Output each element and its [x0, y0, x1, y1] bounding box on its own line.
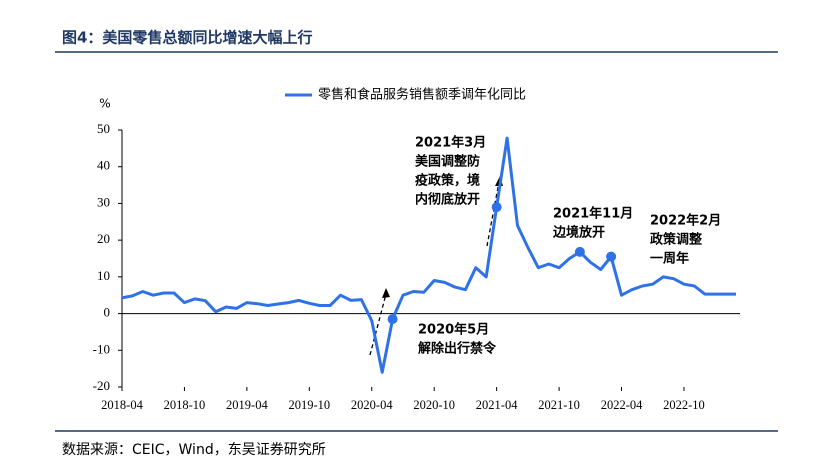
annotation-text: 疫政策，境	[415, 173, 480, 189]
y-tick-label: 20	[97, 231, 110, 246]
annotation-text: 内彻底放开	[415, 192, 480, 208]
y-tick-label: -20	[93, 378, 110, 393]
x-tick-label: 2018-10	[164, 398, 206, 412]
annotation-point	[606, 251, 617, 262]
x-tick-label: 2020-10	[413, 398, 455, 412]
arrow	[369, 293, 387, 356]
annotation-text: 政策调整	[650, 232, 703, 248]
x-tick-label: 2019-10	[288, 398, 330, 412]
y-tick-label: 40	[97, 158, 110, 173]
x-tick-label: 2022-10	[663, 398, 705, 412]
arrow-head	[382, 288, 390, 298]
x-tick-label: 2021-10	[538, 398, 580, 412]
annotation-point	[491, 202, 502, 213]
source: 数据来源：CEIC，Wind，东吴证券研究所	[62, 442, 326, 458]
y-tick-label: 0	[104, 305, 111, 320]
annotation-text: 2021年11月	[553, 206, 633, 222]
annotation-text: 2021年3月	[415, 135, 486, 151]
y-tick-label: 50	[97, 121, 110, 136]
annotation-text: 美国调整防	[415, 154, 480, 170]
y-tick-label: 10	[97, 268, 110, 283]
y-tick-label: -10	[93, 341, 110, 356]
annotation-text: 一周年	[650, 251, 689, 267]
x-tick-label: 2021-04	[476, 398, 518, 412]
annotation-text: 2020年5月	[418, 322, 489, 338]
x-tick-label: 2018-04	[101, 398, 143, 412]
series-line	[121, 136, 736, 374]
annotation-point	[574, 246, 585, 257]
annotation-text: 2022年2月	[650, 213, 721, 229]
x-tick-label: 2020-04	[351, 398, 393, 412]
legend-label: 零售和食品服务销售额季调年化同比	[318, 87, 526, 103]
x-tick-label: 2022-04	[601, 398, 643, 412]
arrow	[486, 181, 500, 247]
annotation-text: 边境放开	[552, 225, 605, 241]
x-tick-label: 2019-04	[226, 398, 268, 412]
annotation-text: 解除出行禁令	[417, 341, 497, 357]
y-tick-label: 30	[97, 194, 110, 209]
annotation-point	[387, 314, 398, 325]
page-title: 图4：美国零售总额同比增速大幅上行	[62, 29, 312, 47]
y-unit: %	[99, 97, 110, 111]
